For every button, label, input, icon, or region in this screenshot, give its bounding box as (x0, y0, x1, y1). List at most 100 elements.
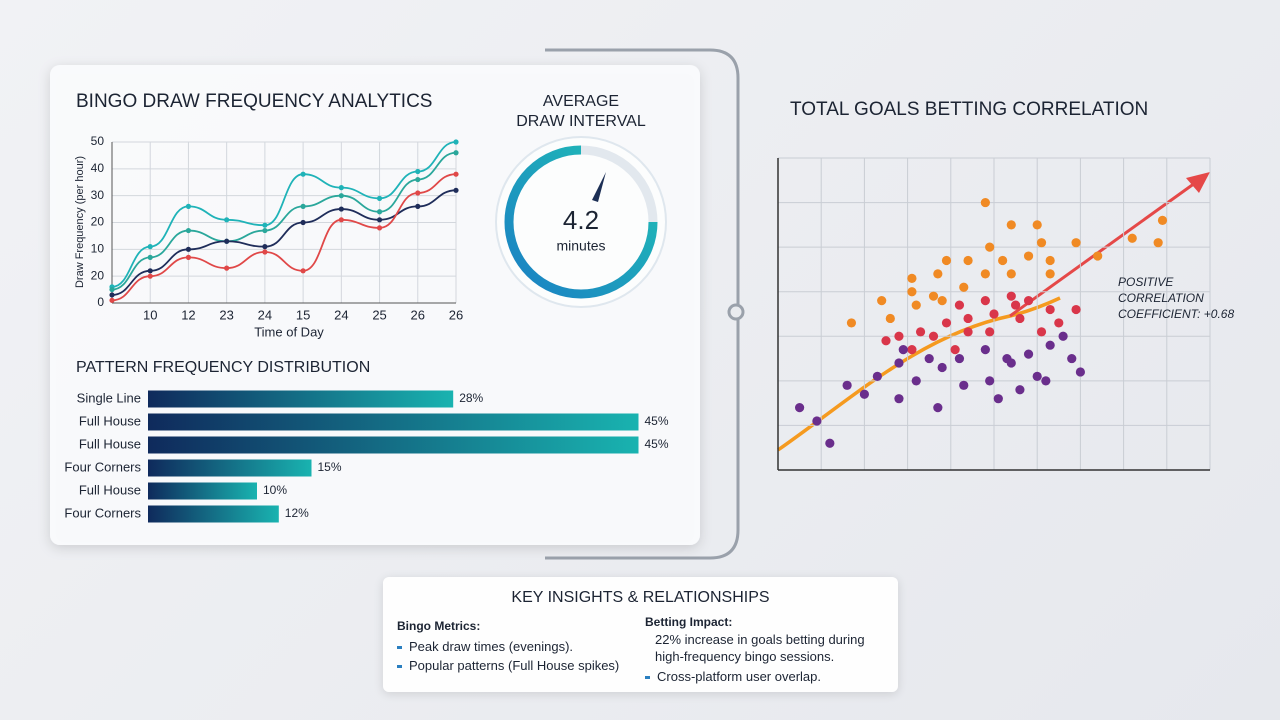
point (1045, 340, 1055, 350)
insights-heading: Betting Impact: (645, 615, 733, 629)
point (262, 244, 268, 250)
point (224, 238, 230, 244)
trend-arrow (1009, 181, 1196, 318)
series-line (111, 189, 457, 296)
point (846, 318, 857, 328)
gauge-halo (495, 136, 667, 308)
gauge-needle (592, 172, 606, 202)
point (300, 219, 306, 226)
point (1023, 251, 1034, 261)
point (338, 185, 344, 191)
y-tick-label: 0 (97, 295, 104, 309)
gauge-title: AVERAGE (543, 93, 619, 110)
point (338, 193, 344, 199)
bar (148, 482, 257, 500)
point (224, 217, 230, 223)
point (998, 255, 1008, 266)
point (825, 438, 835, 448)
y-tick-label: 10 (91, 242, 105, 256)
value-label: 15% (318, 460, 342, 474)
point (1071, 304, 1081, 315)
point (911, 300, 921, 310)
point (1067, 353, 1077, 364)
gauge-title: DRAW INTERVAL (516, 113, 646, 130)
arrow-head (1186, 172, 1210, 193)
point (812, 416, 822, 426)
point (376, 195, 383, 201)
point (795, 403, 805, 413)
point (185, 246, 192, 252)
point (262, 222, 268, 228)
point (453, 187, 459, 193)
point (989, 309, 999, 319)
y-axis-label: Draw Frequency (per hour) (74, 156, 86, 288)
point (300, 171, 306, 177)
x-axis-label: Time of Day (254, 324, 324, 339)
x-tick-label: 26 (411, 307, 425, 322)
annotation: POSITIVE (1118, 275, 1174, 289)
value-label: 12% (285, 506, 309, 520)
value-label: 10% (263, 483, 287, 497)
point (933, 403, 943, 413)
x-tick-label: 12 (181, 307, 195, 322)
bar (148, 390, 454, 408)
point (928, 291, 939, 301)
point (415, 176, 421, 183)
point (376, 217, 383, 223)
point (338, 206, 344, 212)
category-label: Single Line (77, 390, 141, 405)
point (959, 282, 969, 292)
category-label: Full House (79, 482, 141, 497)
point (954, 300, 965, 310)
point (907, 273, 917, 283)
point (911, 376, 921, 386)
insight-item: Peak draw times (evenings). (397, 639, 619, 654)
y-tick-label: 30 (91, 188, 105, 202)
point (985, 376, 995, 386)
y-tick-label: 50 (91, 134, 105, 148)
point (1036, 327, 1047, 337)
x-tick-label: 24 (334, 307, 348, 322)
point (109, 286, 115, 293)
point (1071, 238, 1081, 248)
point (262, 227, 268, 234)
point (453, 150, 459, 156)
gauge: AVERAGE DRAW INTERVAL 4.2 minutes (495, 93, 667, 308)
gauge-value: 4.2 (563, 205, 599, 235)
y-tick-label: 40 (91, 161, 105, 175)
point (147, 273, 153, 279)
point (894, 358, 904, 368)
point (980, 197, 990, 208)
point (300, 268, 306, 274)
point (877, 296, 887, 306)
bar (148, 459, 312, 477)
bar (148, 505, 279, 523)
value-label: 45% (645, 437, 669, 451)
point (894, 331, 904, 341)
insights-heading: Bingo Metrics: (397, 619, 481, 633)
category-label: Four Corners (64, 459, 141, 474)
point (954, 353, 965, 364)
insights-left: Bingo Metrics: Peak draw times (evenings… (397, 619, 619, 677)
point (1075, 367, 1085, 377)
point (376, 209, 383, 215)
bar (148, 436, 639, 454)
y-tick-label: 20 (91, 215, 105, 229)
point (338, 217, 344, 223)
chart-title: TOTAL GOALS BETTING CORRELATION (790, 99, 1148, 120)
point (415, 203, 421, 209)
point (185, 227, 192, 234)
bar (148, 413, 639, 431)
x-tick-label: 15 (296, 307, 310, 322)
point (415, 190, 421, 196)
point (1045, 255, 1055, 266)
x-tick-label: 24 (258, 307, 272, 322)
point (980, 345, 990, 355)
point (881, 336, 891, 346)
gauge-arc (504, 145, 658, 299)
gauge-unit: minutes (556, 238, 605, 254)
point (885, 313, 895, 324)
point (1041, 376, 1051, 386)
point (1045, 269, 1055, 279)
point (1023, 349, 1034, 359)
